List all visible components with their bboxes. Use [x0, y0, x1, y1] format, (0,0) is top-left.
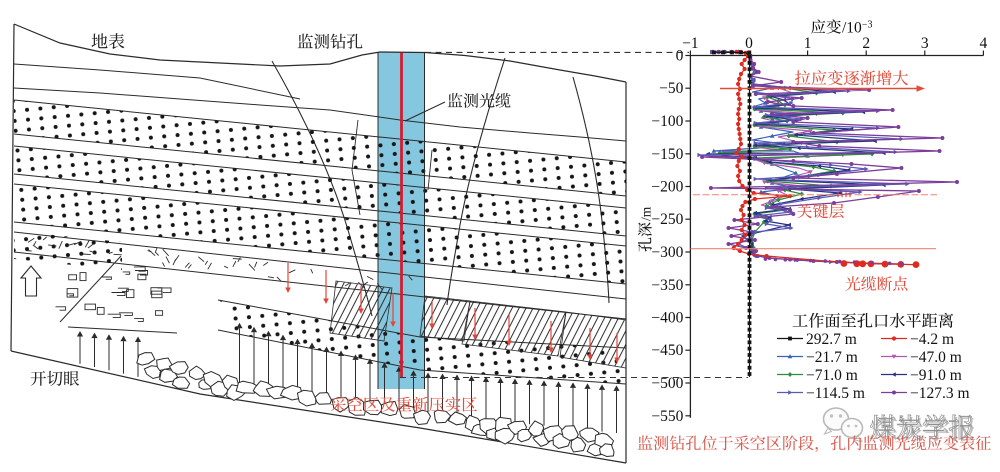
svg-text:−550: −550 — [651, 408, 683, 425]
svg-text:−127.3 m: −127.3 m — [910, 385, 970, 402]
svg-text:−250: −250 — [651, 211, 683, 228]
svg-text:−100: −100 — [651, 113, 683, 130]
svg-text:−47.0 m: −47.0 m — [910, 349, 962, 366]
svg-text:−4.2 m: −4.2 m — [910, 331, 954, 348]
svg-text:−1: −1 — [682, 35, 699, 52]
svg-text:3: 3 — [921, 35, 929, 52]
svg-text:0: 0 — [676, 48, 684, 65]
svg-text:−91.0 m: −91.0 m — [910, 367, 962, 384]
svg-text:2: 2 — [862, 35, 870, 52]
svg-text:1: 1 — [804, 35, 812, 52]
svg-text:−400: −400 — [651, 310, 683, 327]
svg-text:4: 4 — [980, 35, 988, 52]
svg-text:−50: −50 — [659, 80, 683, 97]
svg-text:−114.5 m: −114.5 m — [806, 385, 865, 402]
svg-text:/m: /m — [639, 206, 654, 221]
svg-text:0: 0 — [745, 35, 753, 52]
svg-text:−71.0 m: −71.0 m — [806, 367, 858, 384]
svg-text:−21.7 m: −21.7 m — [806, 349, 858, 366]
svg-text:−150: −150 — [651, 146, 683, 163]
svg-text:−300: −300 — [651, 244, 683, 261]
svg-text:−500: −500 — [651, 375, 683, 392]
svg-text:−350: −350 — [651, 277, 683, 294]
svg-text:−200: −200 — [651, 179, 683, 196]
svg-text:292.7 m: 292.7 m — [806, 331, 857, 348]
svg-text:−450: −450 — [651, 342, 683, 359]
